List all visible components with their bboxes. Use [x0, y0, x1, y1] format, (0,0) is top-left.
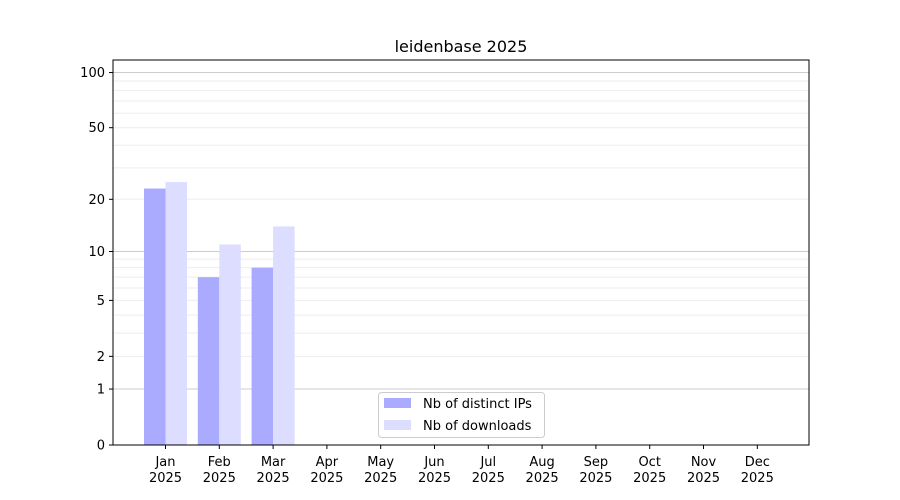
y-tick-label: 2 — [97, 350, 105, 365]
bar-downloads — [165, 182, 187, 445]
y-tick-label: 50 — [88, 121, 105, 136]
y-tick-label: 1 — [97, 383, 105, 398]
legend-box — [378, 392, 545, 438]
x-tick-label: Feb 2025 — [203, 455, 236, 486]
x-tick-label: Sep 2025 — [579, 455, 612, 486]
y-tick-label: 0 — [97, 439, 105, 454]
x-tick-label: May 2025 — [364, 455, 397, 486]
x-tick-label: Jun 2025 — [418, 455, 451, 486]
legend-swatch — [384, 398, 411, 408]
bar-distinct-ips — [197, 277, 220, 445]
y-tick-label: 10 — [88, 245, 105, 260]
x-tick-label: Jul 2025 — [472, 455, 505, 486]
chart-title: leidenbase 2025 — [395, 37, 528, 56]
legend-label: Nb of distinct IPs — [423, 397, 532, 412]
x-tick-label: Jan 2025 — [149, 455, 182, 486]
x-tick-label: Dec 2025 — [741, 455, 774, 486]
x-tick-label: Aug 2025 — [526, 455, 559, 486]
bar-downloads — [219, 244, 241, 445]
bar-downloads — [273, 226, 295, 445]
x-tick-label: Oct 2025 — [633, 455, 666, 486]
y-tick-label: 100 — [80, 66, 105, 81]
x-tick-label: Apr 2025 — [310, 455, 343, 486]
plot-frame — [112, 59, 810, 446]
legend-label: Nb of downloads — [423, 419, 532, 434]
legend: Nb of distinct IPs Nb of downloads — [378, 392, 545, 438]
legend-swatch — [384, 420, 411, 430]
bar-distinct-ips — [144, 188, 166, 445]
y-tick-label: 20 — [88, 193, 105, 208]
x-tick-label: Mar 2025 — [257, 455, 290, 486]
y-tick-label: 5 — [97, 294, 105, 309]
bar-distinct-ips — [251, 267, 274, 445]
x-tick-label: Nov 2025 — [687, 455, 720, 486]
